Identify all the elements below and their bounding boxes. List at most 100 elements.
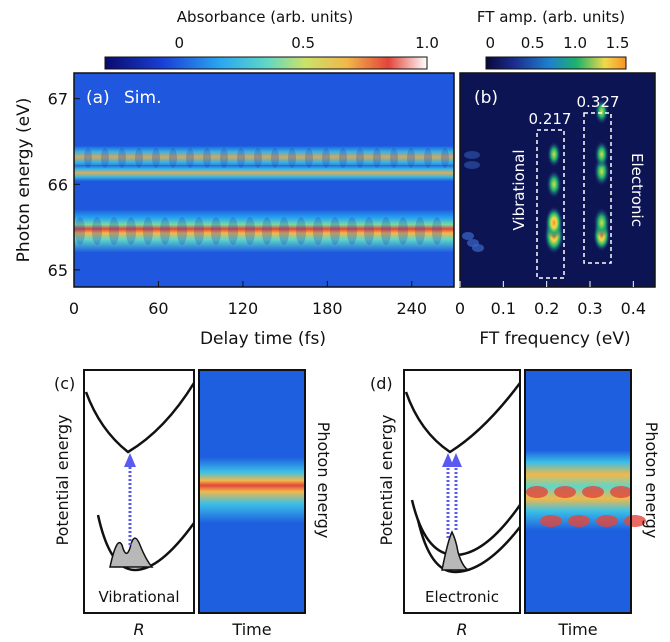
modulation-spot <box>237 148 245 168</box>
arrow-head-icon <box>442 453 454 467</box>
modulation-spot <box>322 148 330 168</box>
modulation-spot <box>407 148 415 168</box>
panel-a-modulation <box>75 148 449 245</box>
x-tick-label: 180 <box>312 299 343 318</box>
ft-low-freq <box>464 161 480 169</box>
modulation-spot <box>339 148 347 168</box>
panel-d-ylabel: Potential energy <box>377 415 396 546</box>
wavepacket-d <box>441 530 471 571</box>
colorbar-absorbance-title: Absorbance (arb. units) <box>177 8 353 26</box>
arrow-head-icon <box>450 453 462 467</box>
modulation-spot <box>262 217 272 245</box>
upper-potential-curve-d <box>404 382 522 454</box>
oscillation-spot <box>540 515 562 527</box>
modulation-spot <box>160 217 170 245</box>
panel-a-xlabel: Delay time (fs) <box>200 329 326 349</box>
modulation-spot <box>441 148 449 168</box>
colorbar-tick-label: 1.0 <box>415 34 439 52</box>
panel-a: (a) Sim. 0 60 120 180 240 67 66 65 Delay time … <box>14 72 455 349</box>
colorbar-tick-label: 0 <box>175 34 185 52</box>
panel-b-xlabel: FT frequency (eV) <box>479 329 630 349</box>
box-vibrational-label: Vibrational <box>510 149 528 230</box>
colorbar-ft: FT amp. (arb. units) 0 0.5 1.0 1.5 <box>477 8 629 70</box>
modulation-spot <box>313 217 323 245</box>
ft-peak <box>594 141 609 168</box>
oscillation-spot <box>596 515 618 527</box>
modulation-spot <box>118 148 126 168</box>
modulation-spot <box>143 217 153 245</box>
modulation-spot <box>271 148 279 168</box>
modulation-spot <box>92 217 102 245</box>
ft-low-freq <box>462 232 474 240</box>
box-electronic-label: Electronic <box>628 153 646 227</box>
modulation-spot <box>347 217 357 245</box>
modulation-spot <box>211 217 221 245</box>
modulation-spot <box>109 217 119 245</box>
x-tick-label: 60 <box>148 299 168 318</box>
modulation-spot <box>126 217 136 245</box>
wavepacket <box>109 537 154 568</box>
panel-a-x-ticks: 0 60 120 180 240 <box>69 281 427 318</box>
oscillation-spot <box>582 486 604 498</box>
modulation-spot <box>169 148 177 168</box>
modulation-spot <box>432 217 442 245</box>
y-tick-label: 65 <box>48 261 68 280</box>
x-tick-label: 0.1 <box>491 299 516 318</box>
colorbar-tick-label: 0.5 <box>291 34 315 52</box>
x-tick-label: 240 <box>397 299 428 318</box>
colorbar-tick-label: 0.5 <box>521 34 545 52</box>
panel-d-potential-box <box>403 369 521 614</box>
panel-b-frame <box>459 72 656 288</box>
panel-a-ylabel: Photon energy (eV) <box>14 98 34 263</box>
modulation-spot <box>152 148 160 168</box>
arrow-head-icon <box>124 453 136 467</box>
panel-b-x-ticks: 0 0.1 0.2 0.3 0.4 <box>455 281 646 318</box>
colorbar-absorbance: Absorbance (arb. units) 0 0.5 1.0 <box>104 8 439 70</box>
modulation-spot <box>305 148 313 168</box>
modulation-spot <box>381 217 391 245</box>
oscillation-spot <box>568 515 590 527</box>
modulation-spot <box>203 148 211 168</box>
x-tick-label: 0.3 <box>577 299 602 318</box>
panel-b-peaks <box>462 98 611 254</box>
ft-peak <box>547 141 561 167</box>
modulation-spot <box>288 148 296 168</box>
modulation-spot <box>296 217 306 245</box>
lower-potential-curve-d <box>416 519 521 574</box>
colorbar-ft-title: FT amp. (arb. units) <box>477 8 625 26</box>
panel-c-time-label: Time <box>231 620 271 639</box>
panel-a-tag: Sim. <box>124 88 161 108</box>
panel-d-time-frame <box>524 369 632 614</box>
modulation-spot <box>330 217 340 245</box>
panel-d-time-label: Time <box>557 620 597 639</box>
oscillation-spot <box>610 486 632 498</box>
panel-c-xlabel: R <box>133 620 144 639</box>
y-tick-label: 67 <box>48 90 68 109</box>
colorbar-tick-label: 0 <box>485 34 495 52</box>
modulation-spot <box>194 217 204 245</box>
panel-c-caption: Vibrational <box>98 588 179 606</box>
modulation-spot <box>415 217 425 245</box>
ft-peak <box>593 207 610 238</box>
oscillation-spot <box>624 515 646 527</box>
x-tick-label: 0.4 <box>621 299 646 318</box>
modulation-spot <box>279 217 289 245</box>
x-tick-label: 120 <box>228 299 259 318</box>
modulation-spot <box>135 148 143 168</box>
panel-c: (c) Potential energy Vibrational R Time … <box>53 369 333 639</box>
panel-a-y-ticks: 67 66 65 <box>48 90 80 280</box>
colorbar-tick-label: 1.0 <box>563 34 587 52</box>
panel-c-time-map <box>198 369 306 614</box>
band-66-4 <box>74 146 454 168</box>
box-vibrational <box>536 129 565 279</box>
ft-peak <box>545 206 563 239</box>
modulation-spot <box>101 148 109 168</box>
box-vibrational-value: 0.217 <box>529 110 572 128</box>
colorbar-absorbance-ticks: 0 0.5 1.0 <box>175 34 439 62</box>
ft-peak <box>546 170 562 199</box>
modulation-spot <box>75 217 85 245</box>
ft-peak <box>594 98 609 125</box>
panel-d: (d) Potential energy Electronic R Time P… <box>370 369 661 639</box>
colorbar-ft-bar <box>485 56 627 70</box>
modulation-spot <box>373 148 381 168</box>
